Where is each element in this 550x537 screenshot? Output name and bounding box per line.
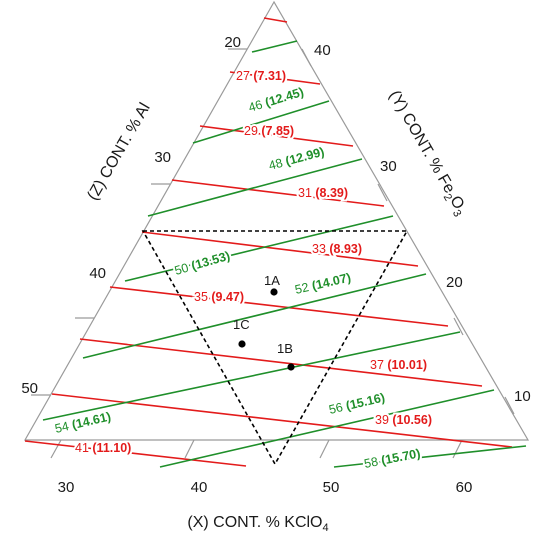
red-isoline <box>229 71 321 85</box>
red-isoline <box>79 338 483 387</box>
green-label-54: 54 (14.61) <box>54 409 113 435</box>
green-label-48: 48 (12.99) <box>267 145 326 173</box>
red-isoline <box>199 125 354 147</box>
left-tick-labels: 20 30 40 50 <box>21 34 241 397</box>
bottom-tick-label: 60 <box>456 479 473 496</box>
right-tick-label: 20 <box>446 274 463 291</box>
green-isoline <box>251 40 298 53</box>
tick-mark <box>184 439 195 459</box>
point-1c-label: 1C <box>233 317 250 332</box>
red-label-39: 39 (10.56) <box>375 413 432 427</box>
red-isoline-labels: 27 (7.31) 29 (7.85) 31 (8.39) 33 (8.93) … <box>73 67 434 457</box>
z-axis-title: (Z) CONT. % Al <box>84 100 153 203</box>
red-isoline <box>51 393 513 448</box>
green-isoline <box>82 273 427 359</box>
green-label-58: 58 (15.70) <box>363 446 422 471</box>
ternary-frame <box>23 0 530 441</box>
tick-mark <box>377 183 388 202</box>
tick-mark <box>452 439 463 459</box>
point-1c-marker <box>238 340 246 348</box>
left-tick-label: 20 <box>224 34 241 51</box>
bottom-tick-label: 30 <box>58 479 75 496</box>
green-isolines <box>42 40 527 468</box>
feasible-region-outline <box>141 230 409 466</box>
green-isoline <box>333 445 527 468</box>
left-tick-label: 40 <box>89 265 106 282</box>
green-isoline <box>159 389 495 468</box>
red-label-33: 33 (8.93) <box>312 242 362 256</box>
data-points: 1A 1B 1C <box>233 273 295 371</box>
green-isoline <box>124 215 394 282</box>
red-label-31: 31 (8.39) <box>298 186 348 200</box>
y-axis-title: (Y) CONT. % Fe2O3 <box>383 88 470 219</box>
tick-mark <box>319 439 330 459</box>
bottom-tick-label: 50 <box>323 479 340 496</box>
red-label-27: 27 (7.31) <box>236 69 286 83</box>
right-tick-label: 30 <box>380 158 397 175</box>
green-label-50: 50 (13.53) <box>173 249 232 278</box>
x-axis-title: (X) CONT. % KClO4 <box>187 514 328 534</box>
tick-mark <box>504 396 515 415</box>
red-isolines <box>24 17 513 467</box>
left-tick-label: 30 <box>154 149 171 166</box>
tick-mark <box>453 317 464 336</box>
red-isoline <box>141 231 419 267</box>
point-1b-label: 1B <box>277 341 293 356</box>
tick-mark <box>301 48 312 67</box>
point-1a-marker <box>270 288 278 296</box>
red-label-41: 41 (11.10) <box>75 441 131 455</box>
right-tick-labels: 40 30 20 10 <box>314 42 531 405</box>
red-isoline <box>263 17 288 23</box>
green-isoline <box>147 158 363 217</box>
right-tick-label: 10 <box>514 388 531 405</box>
green-label-52: 52 (14.07) <box>294 270 353 296</box>
green-isoline-labels: 46 (12.45) 48 (12.99) 50 (13.53) 52 (14.… <box>52 83 424 473</box>
green-isoline <box>42 331 461 421</box>
point-1a-label: 1A <box>264 273 280 288</box>
bottom-tick-label: 40 <box>191 479 208 496</box>
point-1b-marker <box>287 363 295 371</box>
right-tick-label: 40 <box>314 42 331 59</box>
tick-mark <box>50 439 62 459</box>
red-isoline <box>171 179 385 207</box>
red-isoline <box>109 286 449 327</box>
red-isoline <box>24 440 247 467</box>
left-tick-label: 50 <box>21 380 38 397</box>
red-label-29: 29 (7.85) <box>244 124 294 138</box>
tick-marks <box>31 48 515 459</box>
red-label-35: 35 (9.47) <box>194 290 244 304</box>
bottom-tick-labels: 30 40 50 60 <box>58 479 473 496</box>
red-label-37: 37 (10.01) <box>370 358 427 372</box>
green-isoline <box>192 100 330 144</box>
